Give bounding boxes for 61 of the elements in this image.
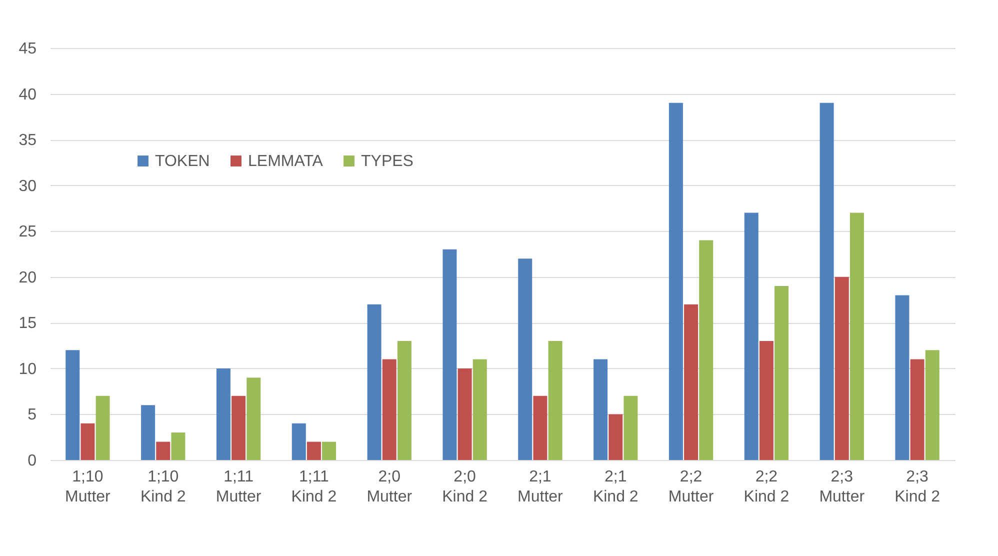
y-tick-label: 30 bbox=[18, 178, 37, 195]
bar bbox=[668, 102, 683, 460]
y-tick-label: 45 bbox=[18, 40, 37, 58]
bar bbox=[306, 442, 321, 460]
legend-label: LEMMATA bbox=[248, 153, 324, 170]
y-tick-label: 35 bbox=[18, 132, 37, 150]
bar bbox=[472, 359, 487, 460]
bar bbox=[518, 258, 532, 460]
x-tick-label: 1;10 Mutter bbox=[65, 468, 112, 506]
y-tick-label: 15 bbox=[18, 315, 37, 332]
bar bbox=[834, 276, 849, 460]
x-tick-label: 2;3 Kind 2 bbox=[894, 468, 940, 506]
x-tick-label: 2;0 Mutter bbox=[366, 468, 413, 506]
bar bbox=[774, 286, 789, 460]
x-tick-label: 2;1 Kind 2 bbox=[592, 468, 638, 506]
bar bbox=[292, 423, 306, 460]
bar bbox=[624, 396, 638, 460]
bar bbox=[232, 396, 246, 460]
bar bbox=[910, 359, 924, 460]
y-tick-label: 20 bbox=[18, 269, 37, 286]
y-tick-label: 0 bbox=[28, 452, 37, 470]
bar bbox=[684, 304, 698, 460]
bar bbox=[895, 295, 910, 460]
bar bbox=[382, 359, 396, 460]
x-tick-label: 2;2 Kind 2 bbox=[744, 468, 790, 506]
x-tick-label: 2;3 Mutter bbox=[819, 468, 866, 506]
bar bbox=[820, 102, 834, 460]
bar bbox=[246, 378, 261, 460]
y-tick-label: 5 bbox=[28, 406, 37, 424]
bar bbox=[322, 442, 336, 460]
bar bbox=[96, 396, 110, 460]
x-tick-label: 2;1 Mutter bbox=[518, 468, 564, 506]
y-tick-label: 40 bbox=[18, 86, 37, 104]
bar bbox=[759, 340, 774, 460]
bar bbox=[216, 368, 230, 460]
bar bbox=[533, 396, 548, 460]
bar bbox=[66, 350, 80, 460]
x-tick-label: 1;10 Kind 2 bbox=[140, 468, 186, 506]
bar bbox=[925, 350, 940, 460]
bar bbox=[699, 240, 714, 460]
bar bbox=[397, 340, 412, 460]
bar bbox=[548, 340, 562, 460]
bar bbox=[608, 414, 623, 460]
bar bbox=[171, 432, 186, 460]
x-tick-label: 1;11 Mutter bbox=[216, 468, 262, 506]
y-tick-label: 10 bbox=[18, 360, 37, 378]
x-tick-label: 1;11 Kind 2 bbox=[291, 468, 337, 506]
x-tick-label: 2;0 Kind 2 bbox=[442, 468, 488, 506]
bar bbox=[156, 442, 170, 460]
bar bbox=[850, 212, 864, 460]
y-tick-label: 25 bbox=[18, 224, 37, 241]
legend-label: TYPES bbox=[361, 153, 414, 170]
bar bbox=[80, 423, 95, 460]
bar bbox=[458, 368, 472, 460]
bar bbox=[442, 249, 457, 460]
bar bbox=[367, 304, 382, 460]
bar bbox=[744, 212, 758, 460]
bar bbox=[594, 359, 608, 460]
legend-label: TOKEN bbox=[155, 153, 210, 170]
x-tick-label: 2;2 Mutter bbox=[668, 468, 714, 506]
bar bbox=[141, 405, 156, 460]
